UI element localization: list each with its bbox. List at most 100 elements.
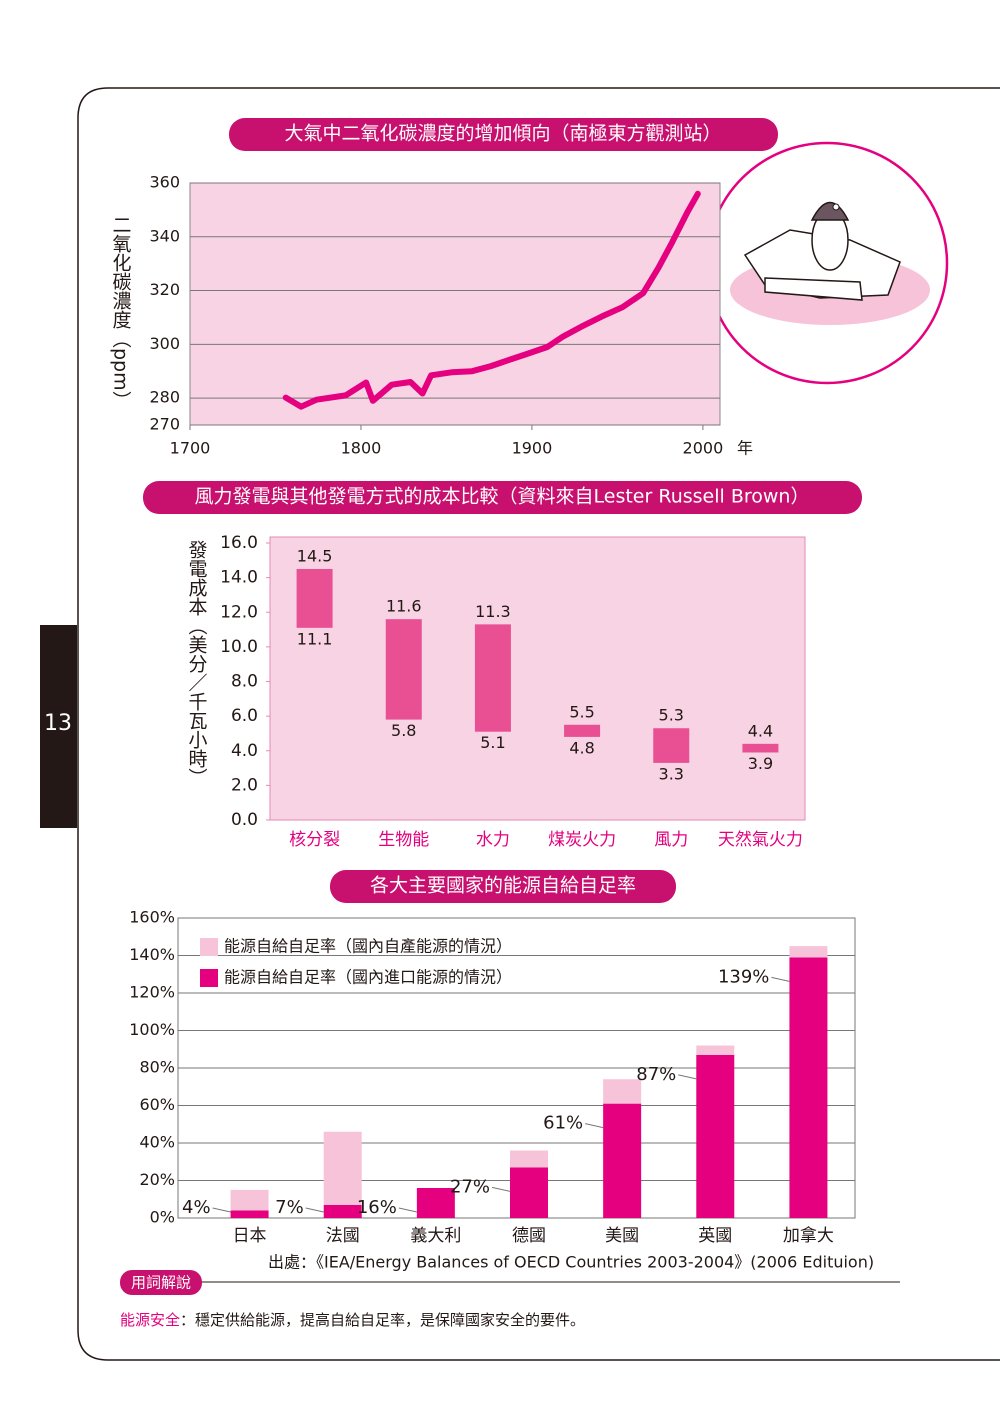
x-tick-label: 水力 — [476, 830, 510, 850]
glossary-tag: 用詞解說 — [131, 1274, 191, 1292]
value-label: 27% — [450, 1176, 490, 1197]
bar-segment — [230, 1210, 269, 1218]
x-tick-label: 日本 — [233, 1226, 267, 1246]
y-axis-title: 二氧化碳濃度（ppm） — [110, 215, 132, 410]
x-tick-label: 1900 — [512, 439, 553, 458]
y-tick-label: 12.0 — [220, 602, 258, 622]
page-number: 13 — [44, 711, 72, 736]
y-tick-label: 270 — [149, 415, 180, 434]
high-label: 14.5 — [297, 546, 333, 565]
y-tick-label: 0.0 — [231, 810, 258, 830]
legend-swatch — [200, 938, 218, 956]
chart-title: 大氣中二氧化碳濃度的增加傾向（南極東方觀測站） — [284, 123, 721, 145]
y-axis-title: 發電成本（美分／千瓦小時） — [186, 540, 208, 787]
y-tick-label: 8.0 — [231, 672, 258, 692]
value-label: 87% — [636, 1064, 676, 1085]
y-tick-label: 340 — [149, 226, 180, 245]
y-tick-label: 20% — [139, 1170, 175, 1189]
label-leader — [212, 1207, 231, 1213]
y-tick-label: 140% — [129, 945, 175, 964]
glossary-tag-pill — [120, 1270, 202, 1295]
x-tick-label: 煤炭火力 — [548, 830, 616, 850]
plot-area — [269, 536, 806, 821]
x-tick-label: 法國 — [326, 1226, 360, 1246]
x-tick-label: 生物能 — [378, 830, 429, 850]
high-label: 11.6 — [386, 597, 422, 616]
high-label: 11.3 — [475, 602, 511, 621]
chart-title: 各大主要國家的能源自給自足率 — [370, 875, 636, 897]
cost-range-bar — [474, 624, 511, 732]
glossary-term: 能源安全 — [120, 1311, 180, 1329]
bar-segment — [696, 1045, 735, 1055]
x-tick-label: 義大利 — [410, 1226, 461, 1246]
x-axis-unit: 年 — [737, 439, 753, 458]
cost-range-bar — [564, 724, 601, 737]
y-tick-label: 0% — [150, 1208, 175, 1227]
glossary-entry: 能源安全：穩定供給能源，提高自給自足率，是保障國家安全的要件。 — [120, 1311, 585, 1329]
bar-segment — [510, 1167, 548, 1218]
y-tick-label: 6.0 — [231, 706, 258, 726]
y-tick-label: 360 — [149, 173, 180, 192]
bar-segment — [230, 1189, 269, 1211]
bar-segment — [789, 957, 828, 1218]
y-tick-label: 14.0 — [220, 568, 258, 588]
bar-segment — [696, 1054, 735, 1218]
title-pill — [143, 481, 862, 514]
y-tick-label: 4.0 — [231, 741, 258, 761]
legend-label: 能源自給自足率（國內進口能源的情況） — [224, 968, 512, 987]
bar-segment — [323, 1131, 362, 1205]
cost-range-bar — [742, 743, 779, 753]
y-tick-label: 300 — [149, 334, 180, 353]
high-label: 5.3 — [659, 706, 684, 725]
bar-segment — [789, 946, 828, 958]
low-label: 4.8 — [569, 738, 594, 757]
y-tick-label: 320 — [149, 280, 180, 299]
label-leader — [585, 1123, 604, 1129]
x-tick-label: 德國 — [512, 1226, 546, 1246]
legend-swatch — [200, 969, 218, 987]
low-label: 3.9 — [748, 754, 773, 773]
x-tick-label: 2000 — [683, 439, 724, 458]
y-tick-label: 120% — [129, 983, 175, 1002]
legend-label: 能源自給自足率（國內自產能源的情況） — [224, 937, 512, 956]
value-label: 4% — [182, 1197, 211, 1218]
plot-area — [189, 182, 721, 426]
bar-segment — [603, 1079, 642, 1104]
bar-segment — [323, 1204, 362, 1218]
bar-segment — [416, 1188, 455, 1218]
y-tick-label: 280 — [149, 388, 180, 407]
y-tick-label: 10.0 — [220, 637, 258, 657]
label-leader — [678, 1074, 697, 1080]
source-note: 出處：《IEA/Energy Balances of OECD Countrie… — [268, 1253, 874, 1272]
title-pill — [229, 118, 778, 151]
cost-range-bar — [653, 728, 690, 763]
co2-line — [282, 190, 701, 410]
penguin-illustration — [692, 141, 949, 385]
high-label: 5.5 — [569, 702, 594, 721]
bar-segment — [510, 1150, 548, 1168]
x-tick-label: 風力 — [654, 830, 688, 850]
bar-segment — [603, 1103, 642, 1218]
value-label: 139% — [718, 966, 769, 987]
glossary-definition: ：穩定供給能源，提高自給自足率，是保障國家安全的要件。 — [180, 1311, 585, 1329]
value-label: 16% — [357, 1197, 397, 1218]
chart-title: 風力發電與其他發電方式的成本比較（資料來自Lester Russell Brow… — [195, 486, 810, 508]
y-tick-label: 16.0 — [220, 533, 258, 553]
low-label: 11.1 — [297, 629, 333, 648]
page-tab — [40, 625, 77, 828]
x-tick-label: 核分裂 — [289, 830, 340, 850]
x-tick-label: 1700 — [170, 439, 211, 458]
label-leader — [398, 1207, 417, 1213]
label-leader — [491, 1186, 511, 1192]
low-label: 3.3 — [659, 764, 684, 783]
x-tick-label: 加拿大 — [783, 1225, 834, 1246]
title-pill — [330, 870, 676, 903]
cost-range-bar — [385, 619, 422, 720]
x-tick-label: 英國 — [698, 1226, 732, 1246]
x-tick-label: 天然氣火力 — [718, 830, 803, 850]
x-tick-label: 美國 — [605, 1226, 639, 1246]
y-tick-label: 80% — [139, 1058, 175, 1077]
cost-range-bar — [296, 568, 333, 628]
y-tick-label: 160% — [129, 908, 175, 927]
